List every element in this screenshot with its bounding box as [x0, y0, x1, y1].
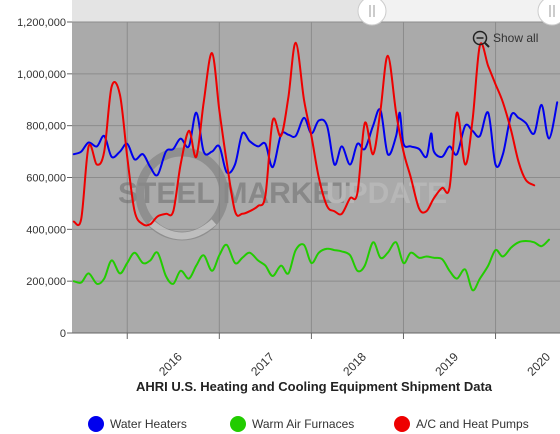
legend-marker: [394, 416, 410, 432]
y-tick-label: 0: [60, 328, 66, 340]
y-tick-label: 1,000,000: [17, 69, 66, 81]
watermark-logo: STEEL MARKET UPDATE: [118, 147, 447, 241]
watermark-text-update: UPDATE: [326, 177, 447, 210]
legend: Water Heaters Warm Air Furnaces A/C and He…: [88, 416, 529, 432]
legend-label: Water Heaters: [110, 417, 187, 431]
series-lines: [72, 41, 559, 292]
series-line-2[interactable]: [72, 41, 536, 227]
legend-item-2[interactable]: A/C and Heat Pumps: [394, 416, 529, 432]
legend-label: A/C and Heat Pumps: [416, 417, 529, 431]
x-tick-label: 2020: [524, 350, 553, 379]
x-axis: 2016 2017 2018 2019 2020: [72, 332, 560, 379]
watermark-swoosh: [147, 219, 217, 240]
legend-item-1[interactable]: Warm Air Furnaces: [230, 416, 354, 432]
y-tick-label: 200,000: [26, 276, 66, 288]
chart-title: AHRI U.S. Heating and Cooling Equipment …: [136, 379, 493, 394]
y-axis: 0 200,000 400,000 600,000 800,000 1,000,000 1,…: [17, 17, 72, 340]
legend-label: Warm Air Furnaces: [252, 417, 354, 431]
x-tick-label: 2016: [156, 350, 185, 379]
show-all-button[interactable]: Show all: [472, 30, 539, 48]
navigator-selected-range: [72, 0, 372, 22]
show-all-label: Show all: [493, 31, 538, 45]
y-tick-label: 400,000: [26, 224, 66, 236]
y-tick-label: 800,000: [26, 121, 66, 133]
zoom-out-icon: [472, 30, 488, 46]
x-tick-label: 2017: [248, 350, 277, 379]
legend-marker: [230, 416, 246, 432]
legend-item-0[interactable]: Water Heaters: [88, 416, 187, 432]
x-tick-label: 2018: [340, 350, 369, 379]
y-tick-label: 600,000: [26, 173, 66, 185]
series-line-0[interactable]: [72, 101, 559, 177]
x-tick-label: 2019: [432, 350, 461, 379]
navigator-handle-right[interactable]: [537, 0, 560, 26]
legend-marker: [88, 416, 104, 432]
y-tick-label: 1,200,000: [17, 17, 66, 29]
navigator-handle-left[interactable]: [357, 0, 387, 26]
series-line-1[interactable]: [72, 238, 550, 292]
